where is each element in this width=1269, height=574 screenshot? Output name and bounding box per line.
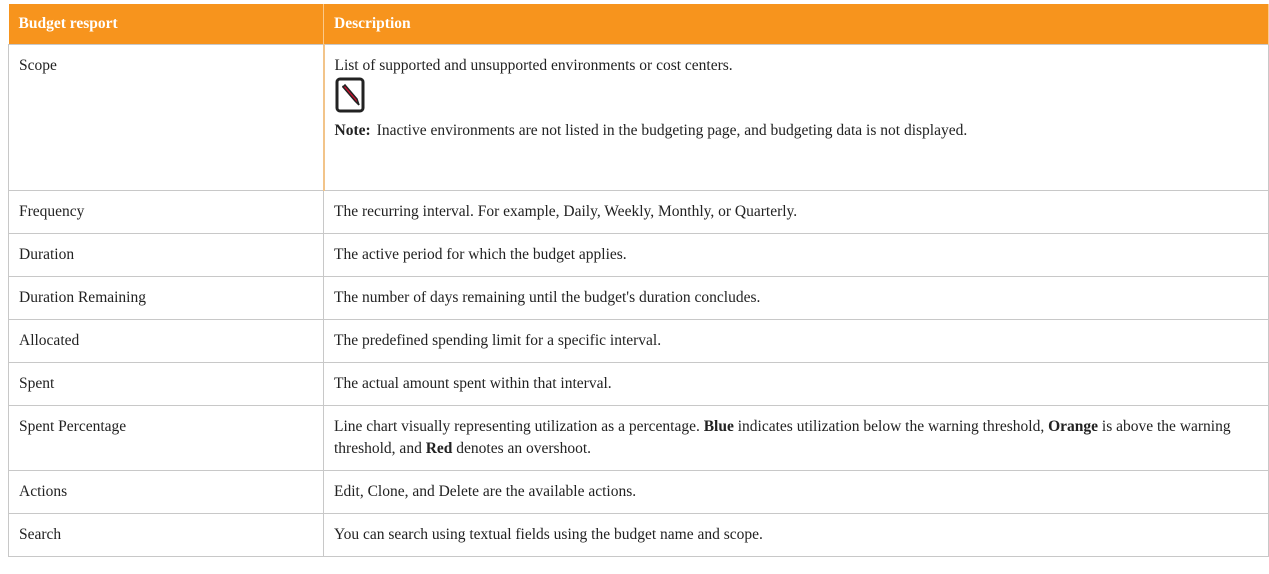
table-head: Budget resport Description xyxy=(8,4,1269,45)
text-run: is above the warning threshold, and xyxy=(334,418,1235,457)
description-text: Line chart visually representing utiliza… xyxy=(334,416,1258,460)
text-run: The actual amount spent within that inte… xyxy=(334,375,612,392)
bold-text: Red xyxy=(425,440,453,457)
row-name: Allocated xyxy=(8,319,324,363)
note-body: Note: Inactive environments are not liste… xyxy=(335,120,1259,142)
table-row: Scope List of supported and unsupported e… xyxy=(8,44,1269,191)
row-name: Actions xyxy=(8,470,324,514)
table-body: Scope List of supported and unsupported e… xyxy=(8,44,1269,557)
description-text: List of supported and unsupported enviro… xyxy=(335,55,1259,77)
row-description: The active period for which the budget a… xyxy=(323,233,1269,277)
description-text: The active period for which the budget a… xyxy=(334,244,1258,266)
description-text: Edit, Clone, and Delete are the availabl… xyxy=(334,481,1258,503)
table-row: Allocated The predefined spending limit f… xyxy=(8,319,1269,363)
text-run: denotes an overshoot. xyxy=(452,440,592,457)
table-row: Search You can search using textual field… xyxy=(8,513,1269,557)
note-label: Note: xyxy=(334,122,371,139)
table-row: Spent Percentage Line chart visually repr… xyxy=(8,405,1269,471)
description-text: The actual amount spent within that inte… xyxy=(334,373,1258,395)
text-run: The number of days remaining until the b… xyxy=(334,289,761,306)
description-text: You can search using textual fields usin… xyxy=(334,524,1258,546)
table-row: Frequency The recurring interval. For exa… xyxy=(8,190,1269,234)
text-run: indicates utilization below the warning … xyxy=(733,418,1049,435)
text-run: The predefined spending limit for a spec… xyxy=(334,332,662,349)
note: Note: Inactive environments are not liste… xyxy=(335,77,1259,142)
row-description: Line chart visually representing utiliza… xyxy=(323,405,1269,471)
row-name: Spent xyxy=(8,362,324,406)
bold-text: Blue xyxy=(703,418,734,435)
description-text: The recurring interval. For example, Dai… xyxy=(334,201,1258,223)
row-description: List of supported and unsupported enviro… xyxy=(323,44,1269,191)
table-row: Actions Edit, Clone, and Delete are the a… xyxy=(8,470,1269,514)
note-text: Inactive environments are not listed in … xyxy=(376,122,968,139)
note-icon xyxy=(335,77,364,113)
header-cell: Description xyxy=(323,4,1269,45)
bold-text: Orange xyxy=(1048,418,1099,435)
row-name: Search xyxy=(8,513,324,557)
description-text: The predefined spending limit for a spec… xyxy=(334,330,1258,352)
text-run: You can search using textual fields usin… xyxy=(334,526,763,543)
row-description: You can search using textual fields usin… xyxy=(323,513,1269,557)
row-description: The predefined spending limit for a spec… xyxy=(323,319,1269,363)
text-run: List of supported and unsupported enviro… xyxy=(334,57,733,74)
header-cell: Budget resport xyxy=(8,4,324,45)
description-text: The number of days remaining until the b… xyxy=(334,287,1258,309)
text-run: Edit, Clone, and Delete are the availabl… xyxy=(334,483,637,500)
row-description: The recurring interval. For example, Dai… xyxy=(323,190,1269,234)
table-row: Spent The actual amount spent within that… xyxy=(8,362,1269,406)
row-name: Duration Remaining xyxy=(8,276,324,320)
text-run: The active period for which the budget a… xyxy=(334,246,627,263)
text-run: Line chart visually representing utiliza… xyxy=(334,418,704,435)
table-row: Duration Remaining The number of days rem… xyxy=(8,276,1269,320)
row-description: The number of days remaining until the b… xyxy=(323,276,1269,320)
row-name: Spent Percentage xyxy=(8,405,324,471)
header-row: Budget resport Description xyxy=(8,4,1269,45)
table-row: Duration The active period for which the … xyxy=(8,233,1269,277)
row-name: Scope xyxy=(8,44,325,191)
row-description: Edit, Clone, and Delete are the availabl… xyxy=(323,470,1269,514)
row-name: Frequency xyxy=(8,190,324,234)
row-description: The actual amount spent within that inte… xyxy=(323,362,1269,406)
text-run: The recurring interval. For example, Dai… xyxy=(334,203,798,220)
row-name: Duration xyxy=(8,233,324,277)
budget-table: Budget resport Description Scope List of … xyxy=(8,4,1269,557)
